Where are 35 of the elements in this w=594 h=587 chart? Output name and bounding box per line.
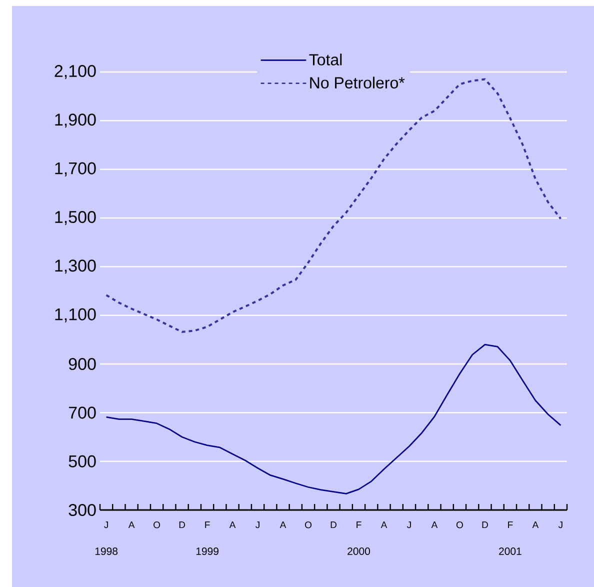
legend-label: No Petrolero*: [310, 76, 405, 88]
y-tick-label: 300: [68, 504, 96, 516]
legend-label: Total: [309, 54, 342, 66]
text: 2001: [499, 548, 522, 555]
x-tick-label: D: [482, 522, 488, 528]
y-tick-label: 2,100: [54, 64, 96, 80]
y-tick-label: 1,900: [55, 114, 96, 128]
text: 1999: [196, 548, 218, 555]
text: 2000: [348, 548, 370, 555]
y-tick-label: 1,100: [55, 308, 96, 322]
y-tick-label: 1,700: [55, 162, 96, 176]
y-tick-label: 1,300: [55, 260, 96, 274]
x-tick-label: D: [179, 522, 186, 528]
x-tick-label: J: [256, 522, 260, 528]
x-tick-label: O: [305, 522, 312, 528]
x-tick-label: A: [532, 522, 539, 528]
x-tick-label: A: [280, 522, 286, 528]
x-tick-label: J: [558, 522, 562, 528]
y-tick-label: 700: [68, 406, 96, 419]
x-tick-label: J: [407, 522, 411, 528]
x-tick-label: A: [229, 522, 236, 528]
y-tick-label: 500: [68, 455, 96, 468]
x-tick-label: J: [104, 522, 108, 528]
x-tick-label: D: [330, 522, 336, 528]
y-tick-label: 1,500: [55, 210, 96, 226]
text: 1998: [95, 548, 118, 555]
x-tick-label: O: [154, 522, 160, 528]
x-tick-label: F: [508, 522, 513, 528]
x-tick-label: A: [128, 522, 135, 528]
x-tick-label: F: [356, 522, 362, 528]
x-tick-label: F: [205, 522, 210, 528]
x-tick-label: A: [380, 522, 388, 528]
x-tick-label: O: [456, 522, 463, 528]
y-tick-label: 900: [68, 358, 96, 370]
x-tick-label: A: [431, 522, 438, 528]
